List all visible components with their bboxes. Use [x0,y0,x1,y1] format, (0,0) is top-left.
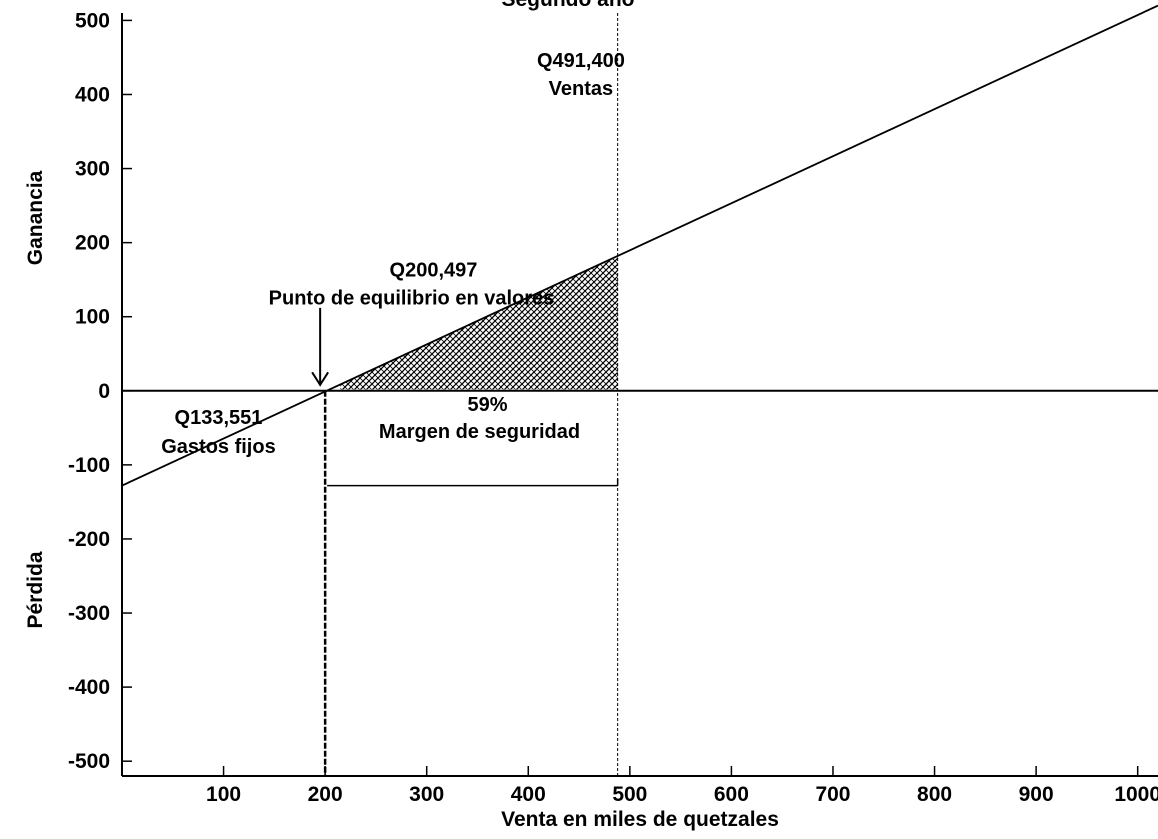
fixed-costs-annotation-value: Q133,551 [175,407,263,429]
sales-line [121,4,1158,487]
x-tick-label: 800 [917,783,952,806]
fixed-costs-annotation-label: Gastos fijos [161,436,275,458]
y-axis-title-negative: Pérdida [24,551,47,628]
sales-annotation-label: Ventas [549,78,613,100]
sales-annotation-value: Q491,400 [537,50,625,72]
break-even-annotation-value: Q200,497 [390,259,478,281]
break-even-arrow-head [311,371,329,387]
margin-annotation-value: 59% [467,394,507,416]
y-tick-label: -500 [68,750,110,773]
chart-title: Segundo año [502,0,635,11]
y-tick-label: 400 [75,83,110,106]
y-tick-label: 300 [75,158,110,181]
y-tick-label: 0 [98,380,110,403]
y-tick-label: -200 [68,528,110,551]
x-tick-label: 700 [815,783,850,806]
x-tick-label: 500 [612,783,647,806]
x-tick-label: 300 [409,783,444,806]
y-tick-label: -100 [68,454,110,477]
x-tick-label: 100 [206,783,241,806]
x-tick-label: 200 [308,783,343,806]
y-tick-label: 100 [75,306,110,329]
break-even-annotation-label: Punto de equilibrio en valores [269,287,555,309]
safety-margin-shading [340,255,618,390]
x-tick-label: 900 [1019,783,1054,806]
y-tick-label: 500 [75,9,110,32]
x-tick-label: 400 [511,783,546,806]
y-tick-label: 200 [75,232,110,255]
y-tick-label: -400 [68,676,110,699]
margin-annotation-label: Margen de seguridad [379,421,580,443]
x-tick-label: 600 [714,783,749,806]
x-tick-label: 1000 [1114,783,1158,806]
y-tick-label: -300 [68,602,110,625]
y-axis-title-positive: Ganancia [24,170,47,265]
x-axis-title: Venta en miles de quetzales [501,808,779,831]
